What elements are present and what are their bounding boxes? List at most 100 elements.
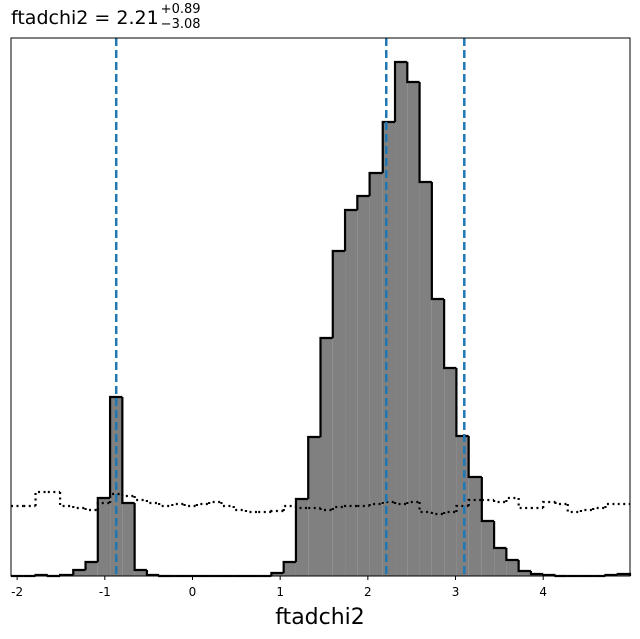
bar: [419, 182, 432, 576]
prior-step: [393, 502, 408, 506]
prior-step: [604, 502, 618, 508]
prior-step: [406, 500, 420, 504]
prior-step: [517, 498, 531, 510]
prior-step: [443, 510, 457, 514]
bar: [506, 560, 519, 576]
prior-step: [554, 502, 568, 506]
bar-outline: [542, 573, 556, 577]
prior-step: [331, 505, 346, 510]
bar: [518, 571, 531, 576]
bar: [308, 437, 321, 576]
bar: [85, 562, 98, 576]
bar-outline: [517, 560, 531, 573]
prior-step: [158, 503, 173, 508]
bar-outline: [430, 182, 445, 301]
chart-title: ftadchi2 = 2.21: [11, 7, 159, 29]
bar: [295, 499, 309, 576]
bar-outline: [356, 194, 370, 210]
x-tick-label: 0: [189, 585, 197, 599]
prior-step: [542, 500, 556, 508]
bar-outline: [133, 503, 147, 572]
bar-outline: [294, 497, 309, 562]
prior-step: [270, 509, 284, 513]
x-tick-label: -1: [99, 585, 111, 599]
x-tick-label: -2: [11, 585, 23, 599]
prior-step: [171, 502, 185, 506]
bar-outline: [84, 560, 98, 570]
prior-step: [294, 506, 309, 510]
prior-step: [244, 510, 259, 514]
prior-step: [58, 492, 74, 508]
bar: [122, 503, 135, 576]
prior-step: [455, 504, 469, 512]
prior-step: [108, 492, 123, 503]
prior-step: [368, 502, 383, 506]
bar-outline: [343, 208, 358, 251]
bar-outline: [108, 395, 123, 498]
prior-step: [220, 502, 234, 508]
bar: [357, 196, 370, 576]
bar: [431, 299, 445, 576]
prior-step: [232, 506, 246, 512]
x-axis-label: ftadchi2: [275, 605, 365, 630]
prior-step: [505, 496, 519, 502]
prior-step: [493, 500, 507, 504]
bar: [345, 210, 358, 576]
bar-outline: [505, 548, 519, 562]
bar: [134, 570, 147, 576]
bar: [468, 477, 482, 576]
bar-outline: [270, 571, 284, 576]
bar: [271, 573, 284, 576]
prior-step: [195, 502, 210, 506]
prior-step: [343, 504, 358, 508]
x-tick-label: 2: [364, 585, 372, 599]
bar-outline: [493, 521, 507, 550]
bar: [444, 368, 457, 576]
bar-outline: [443, 299, 457, 370]
prior-step: [430, 512, 445, 516]
bar: [481, 521, 495, 576]
bar: [332, 251, 346, 576]
bar-outline: [319, 336, 333, 437]
prior-step: [133, 496, 147, 502]
bar-outline: [455, 368, 469, 438]
bar: [97, 498, 111, 576]
bar-outline: [331, 249, 346, 338]
bar-outline: [307, 435, 321, 499]
bar-outline: [96, 496, 111, 562]
prior-step: [72, 506, 86, 510]
bar-outline: [480, 477, 495, 523]
x-tick-label: 4: [539, 585, 547, 599]
bar-outline: [72, 568, 86, 575]
x-tick-label: 3: [452, 585, 460, 599]
bar-outline: [418, 82, 432, 184]
prior-step: [418, 502, 432, 514]
plot-frame: [10, 37, 631, 577]
prior-step: [467, 498, 482, 506]
title-lower-error: −3.08: [161, 17, 201, 32]
bar: [320, 338, 333, 576]
bar-outline: [406, 62, 420, 84]
bar-outline: [381, 120, 396, 173]
prior-step: [579, 508, 594, 512]
bar: [407, 82, 420, 576]
bar-outline: [393, 60, 408, 122]
prior-step: [34, 490, 48, 506]
prior-step: [282, 504, 296, 511]
prior-step: [84, 508, 98, 512]
prior-step: [566, 504, 581, 514]
title-upper-error: +0.89: [161, 2, 201, 17]
bar-outline: [121, 397, 135, 505]
prior-step: [183, 504, 197, 508]
bar: [395, 62, 408, 576]
prior-step: [381, 500, 396, 504]
prior-step: [208, 500, 222, 504]
bar: [283, 562, 296, 576]
bar-outline: [529, 571, 544, 576]
bar: [369, 173, 383, 576]
bar: [382, 122, 396, 576]
bar: [494, 548, 507, 576]
bar-outline: [368, 171, 383, 196]
